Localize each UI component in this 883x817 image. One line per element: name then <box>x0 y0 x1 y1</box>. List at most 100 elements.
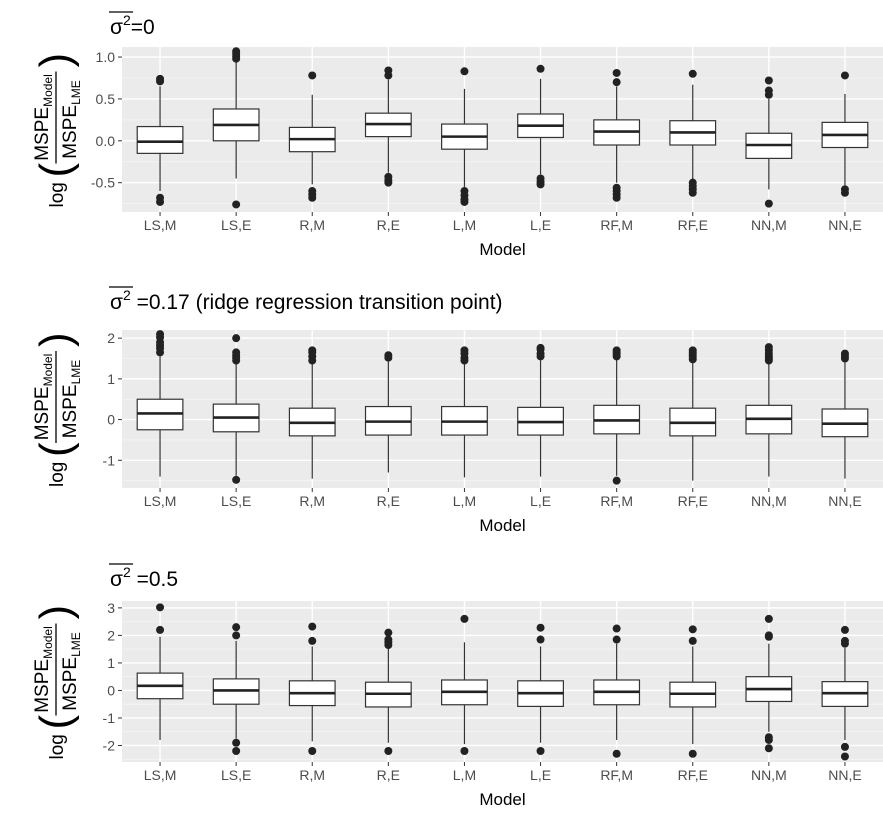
chart-title: σ2=0 <box>110 12 155 39</box>
outlier-point <box>612 78 621 87</box>
x-tick-label: R,M <box>299 767 325 783</box>
box-NN,M <box>745 343 793 477</box>
outlier-point <box>840 636 849 645</box>
outlier-point <box>764 744 773 753</box>
outlier-point <box>232 623 241 632</box>
y-label-paren-right: ) <box>31 332 80 347</box>
box-RF,E <box>669 346 717 481</box>
chart-panel-1: 1.0 0.5 0.0 -0.5 LS,M LS,E R,M R,E L,M L,E RF,M RF,… <box>31 11 883 259</box>
x-tick-label: L,E <box>530 217 551 233</box>
x-tick-label: LS,M <box>144 217 177 233</box>
x-tick-label: L,M <box>453 767 476 783</box>
box-R,M <box>288 346 336 479</box>
title-exponent: 2 <box>123 287 131 303</box>
box-L,M <box>441 614 488 755</box>
outlier-point <box>688 749 697 758</box>
y-tick-label: 1 <box>107 655 115 671</box>
outlier-point <box>308 636 317 645</box>
outlier-point <box>612 193 621 202</box>
box-LS,E <box>212 623 260 755</box>
x-tick-label: LS,E <box>221 767 251 783</box>
y-label-numerator: MSPEModel <box>32 74 55 161</box>
outlier-point <box>384 628 393 637</box>
box-LS,M <box>136 330 184 477</box>
x-tick-label: LS,E <box>221 217 251 233</box>
outlier-point <box>384 351 393 360</box>
outlier-point <box>308 346 317 355</box>
title-suffix: =0.5 <box>131 568 178 591</box>
outlier-point <box>536 746 545 755</box>
x-tick-label: LS,M <box>144 493 177 509</box>
y-tick-label: 0.5 <box>96 91 116 107</box>
outlier-point <box>232 47 241 56</box>
x-tick-label: R,M <box>299 217 325 233</box>
y-label-denominator: MSPELME <box>60 80 83 159</box>
y-label-denominator-base: MSPE <box>60 384 81 438</box>
x-tick-label: LS,M <box>144 767 177 783</box>
outlier-point <box>612 624 621 633</box>
y-tick-label: 2 <box>107 627 115 643</box>
outlier-point <box>688 346 697 355</box>
box-L,E <box>517 64 564 189</box>
x-tick-label: RF,E <box>678 767 708 783</box>
title-suffix: =0 <box>131 16 155 39</box>
x-tick-label: R,E <box>377 493 400 509</box>
outlier-point <box>308 193 317 202</box>
outlier-point <box>156 330 165 339</box>
box-LS,E <box>212 47 260 209</box>
y-label-paren-left: ( <box>31 715 80 730</box>
x-tick-label: R,E <box>377 767 400 783</box>
box-RF,E <box>669 625 717 758</box>
y-tick-label: -1 <box>103 452 116 468</box>
title-exponent: 2 <box>123 564 131 580</box>
y-label-paren-right: ) <box>31 605 80 620</box>
outlier-point <box>460 67 469 76</box>
box-iqr <box>136 125 184 154</box>
outlier-point <box>536 635 545 644</box>
outlier-point <box>232 200 241 209</box>
x-tick-label: RF,M <box>600 767 633 783</box>
y-tick-label: -0.5 <box>91 175 115 191</box>
box-NN,E <box>821 349 869 479</box>
outlier-point <box>688 69 697 78</box>
outlier-point <box>764 735 773 744</box>
y-label-numerator-base: MSPE <box>32 386 53 440</box>
outlier-point <box>384 66 393 75</box>
chart-panel-3: 3 2 1 0 -1 -2 LS,M LS,E R,M R,E L,M L,E RF,M RF,E NN,M… <box>31 563 883 809</box>
box-R,E <box>364 66 412 187</box>
x-tick-label: RF,E <box>678 493 708 509</box>
box-NN,E <box>821 625 869 761</box>
box-RF,M <box>593 624 641 758</box>
box-R,E <box>364 628 412 755</box>
y-label-numerator: MSPEModel <box>32 626 55 713</box>
outlier-point <box>840 752 849 761</box>
x-tick-label: L,E <box>530 767 551 783</box>
outlier-point <box>688 188 697 197</box>
x-tick-label: RF,M <box>600 217 633 233</box>
x-tick-label: LS,E <box>221 493 251 509</box>
outlier-point <box>612 635 621 644</box>
y-tick-label: -1 <box>103 710 116 726</box>
outlier-point <box>612 346 621 355</box>
box-L,M <box>441 346 488 478</box>
box-R,M <box>288 622 336 755</box>
y-label-numerator-sub: Model <box>41 354 55 387</box>
y-tick-label: 0 <box>107 682 115 698</box>
box-LS,M <box>136 74 184 206</box>
y-label-numerator-sub: Model <box>41 626 55 659</box>
y-label-denominator-base: MSPE <box>60 105 81 159</box>
outlier-point <box>232 348 241 357</box>
outlier-point <box>156 603 165 612</box>
outlier-point <box>840 188 849 197</box>
y-label-paren-left: ( <box>31 163 80 178</box>
outlier-point <box>764 199 773 208</box>
y-label-log: log <box>47 734 68 759</box>
box-RF,E <box>669 69 717 197</box>
y-label-denominator-sub: LME <box>69 80 83 105</box>
x-tick-label: NN,M <box>751 767 787 783</box>
x-axis-label: Model <box>479 790 525 809</box>
outlier-point <box>688 636 697 645</box>
